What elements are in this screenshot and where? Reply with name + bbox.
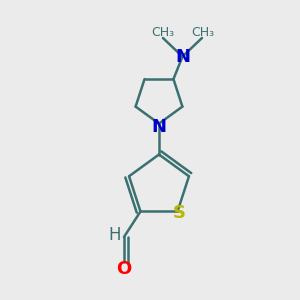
- Text: CH₃: CH₃: [191, 26, 214, 39]
- Text: O: O: [116, 260, 132, 278]
- Text: S: S: [172, 204, 185, 222]
- Text: N: N: [175, 48, 190, 66]
- Text: N: N: [152, 118, 166, 136]
- Text: CH₃: CH₃: [151, 26, 174, 39]
- Text: H: H: [108, 226, 121, 244]
